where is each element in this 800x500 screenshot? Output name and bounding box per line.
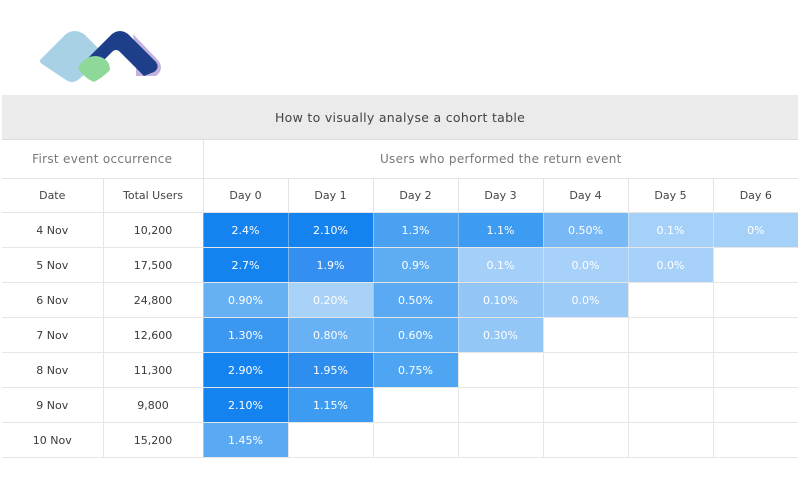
retention-cell: 0.20% xyxy=(287,282,373,318)
empty-cell xyxy=(712,387,799,423)
retention-cell: 2.4% xyxy=(202,212,288,248)
empty-cell xyxy=(457,422,543,458)
retention-cell: 2.10% xyxy=(287,212,373,248)
empty-cell xyxy=(712,317,799,353)
empty-cell xyxy=(372,387,458,423)
retention-cell: 0.10% xyxy=(457,282,543,318)
retention-cell: 1.1% xyxy=(457,212,543,248)
table-row: 4 Nov 10,200 2.4% 2.10% 1.3% 1.1% 0.50% 0.1% 0% xyxy=(2,212,799,248)
retention-cell: 0.60% xyxy=(372,317,458,353)
column-header: Day 1 xyxy=(287,178,373,213)
row-date: 7 Nov xyxy=(2,317,103,353)
row-date: 4 Nov xyxy=(2,212,103,248)
row-total-users: 10,200 xyxy=(102,212,203,248)
empty-cell xyxy=(542,422,628,458)
column-header: Date xyxy=(2,178,103,213)
retention-cell: 0.0% xyxy=(542,247,628,283)
retention-cell: 1.9% xyxy=(287,247,373,283)
empty-cell xyxy=(627,387,713,423)
retention-cell: 0.80% xyxy=(287,317,373,353)
brand-logo-mark xyxy=(40,31,161,82)
empty-cell xyxy=(627,317,713,353)
logo-green-shape xyxy=(78,56,110,82)
empty-cell xyxy=(457,387,543,423)
retention-cell: 0.90% xyxy=(202,282,288,318)
empty-cell xyxy=(542,317,628,353)
row-date: 6 Nov xyxy=(2,282,103,318)
empty-cell xyxy=(712,422,799,458)
empty-cell xyxy=(627,352,713,388)
retention-cell: 1.3% xyxy=(372,212,458,248)
column-header: Day 5 xyxy=(627,178,713,213)
cohort-table: How to visually analyse a cohort table F… xyxy=(2,95,799,458)
retention-cell: 2.7% xyxy=(202,247,288,283)
empty-cell xyxy=(457,352,543,388)
retention-cell: 2.90% xyxy=(202,352,288,388)
empty-cell xyxy=(372,422,458,458)
table-row: 10 Nov 15,200 1.45% xyxy=(2,422,799,458)
row-date: 9 Nov xyxy=(2,387,103,423)
empty-cell xyxy=(627,282,713,318)
table-row: 9 Nov 9,800 2.10% 1.15% xyxy=(2,387,799,423)
logo-navy-shape xyxy=(82,31,158,76)
retention-cell: 0.50% xyxy=(372,282,458,318)
row-total-users: 11,300 xyxy=(102,352,203,388)
table-row: 6 Nov 24,800 0.90% 0.20% 0.50% 0.10% 0.0% xyxy=(2,282,799,318)
row-total-users: 9,800 xyxy=(102,387,203,423)
retention-cell: 1.30% xyxy=(202,317,288,353)
column-header: Total Users xyxy=(102,178,203,213)
row-date: 10 Nov xyxy=(2,422,103,458)
retention-cell: 2.10% xyxy=(202,387,288,423)
row-date: 5 Nov xyxy=(2,247,103,283)
retention-cell: 1.95% xyxy=(287,352,373,388)
retention-cell: 1.15% xyxy=(287,387,373,423)
retention-cell: 0.75% xyxy=(372,352,458,388)
empty-cell xyxy=(542,387,628,423)
retention-cell: 0.0% xyxy=(542,282,628,318)
column-header: Day 6 xyxy=(712,178,799,213)
group-header-return-event: Users who performed the return event xyxy=(203,139,799,179)
row-total-users: 15,200 xyxy=(102,422,203,458)
group-header-first-event: First event occurrence xyxy=(2,139,204,179)
table-title: How to visually analyse a cohort table xyxy=(2,95,799,140)
table-row: 7 Nov 12,600 1.30% 0.80% 0.60% 0.30% xyxy=(2,317,799,353)
retention-cell: 0.9% xyxy=(372,247,458,283)
cohort-table-container: How to visually analyse a cohort table F… xyxy=(2,95,799,458)
table-row: 8 Nov 11,300 2.90% 1.95% 0.75% xyxy=(2,352,799,388)
empty-cell xyxy=(627,422,713,458)
column-header: Day 4 xyxy=(542,178,628,213)
retention-cell: 0.50% xyxy=(542,212,628,248)
retention-cell: 0.30% xyxy=(457,317,543,353)
retention-cell: 0% xyxy=(712,212,799,248)
row-total-users: 12,600 xyxy=(102,317,203,353)
retention-cell: 1.45% xyxy=(202,422,288,458)
column-header: Day 3 xyxy=(457,178,543,213)
column-header: Day 0 xyxy=(202,178,288,213)
empty-cell xyxy=(712,247,799,283)
brand-logo xyxy=(38,28,168,84)
retention-cell: 0.1% xyxy=(457,247,543,283)
empty-cell xyxy=(542,352,628,388)
row-total-users: 17,500 xyxy=(102,247,203,283)
table-row: 5 Nov 17,500 2.7% 1.9% 0.9% 0.1% 0.0% 0.0% xyxy=(2,247,799,283)
retention-cell: 0.0% xyxy=(627,247,713,283)
row-date: 8 Nov xyxy=(2,352,103,388)
retention-cell: 0.1% xyxy=(627,212,713,248)
row-total-users: 24,800 xyxy=(102,282,203,318)
empty-cell xyxy=(712,352,799,388)
column-header: Day 2 xyxy=(372,178,458,213)
empty-cell xyxy=(712,282,799,318)
empty-cell xyxy=(287,422,373,458)
